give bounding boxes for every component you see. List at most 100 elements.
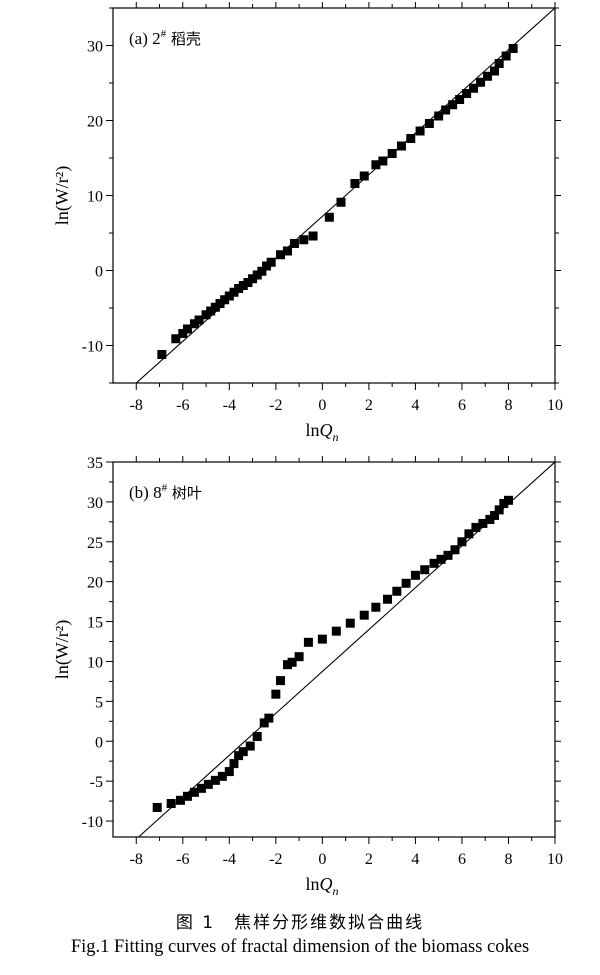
panel-b-data-point: [294, 652, 304, 662]
panel-a-data-point: [434, 111, 444, 121]
panel-b-data-point: [383, 594, 393, 604]
panel-a-data-point: [371, 160, 381, 170]
panel-a-data-point: [215, 299, 225, 308]
panel-b-data-point: [210, 775, 220, 785]
panel-b-data-point: [245, 741, 255, 751]
panel-a-data-point: [201, 310, 211, 320]
panel-b-data-point: [196, 783, 206, 793]
panel-b-data-point: [182, 791, 192, 801]
panel-a-x-tick-label: 8: [504, 397, 512, 414]
panel-a-x-tick-label: 6: [458, 397, 466, 414]
panel-b-x-tick-label: 10: [547, 851, 563, 868]
panel-b-y-tick-label: -5: [90, 774, 103, 791]
panel-b-data-point: [264, 713, 274, 723]
panel-b-data-point: [359, 610, 369, 620]
panel-b-x-tick-label: -8: [130, 851, 143, 868]
panel-b-data-point: [499, 498, 509, 508]
panel-b-data-point: [371, 602, 381, 612]
panel-a-data-point: [234, 284, 244, 293]
panel-a-data-point: [359, 171, 369, 181]
panel-a-x-tick-label: 4: [411, 397, 419, 414]
panel-a-y-axis-title: ln(W/r²): [52, 166, 73, 225]
panel-b-data-point: [238, 747, 248, 757]
panel-a-x-tick-label: 0: [318, 397, 326, 414]
panel-b-data-point: [259, 718, 269, 728]
panel-b-y-axis-title: ln(W/r²): [52, 620, 73, 679]
panel-a-x-tick-label: -8: [130, 397, 143, 414]
panel-b-x-tick-label: 2: [365, 851, 373, 868]
panel-b-y-tick-label: 20: [87, 575, 103, 592]
panel-b-data-point: [345, 618, 355, 628]
panel-a-data-point: [462, 89, 472, 98]
figure-caption-chinese: 图 1 焦样分形维数拟合曲线: [175, 913, 425, 933]
panel-a-data-point: [171, 334, 181, 344]
panel-a-fit-line: [135, 8, 555, 383]
panel-b-y-tick-label: 0: [95, 734, 103, 751]
panel-b-x-tick-label: 4: [411, 851, 419, 868]
panel-b-data-point: [490, 510, 500, 520]
panel-b-data-point: [410, 570, 420, 580]
panel-a-data-point: [336, 197, 346, 207]
panel-a-y-tick-label: -10: [82, 339, 103, 356]
panel-a-x-tick-label: -2: [269, 397, 282, 414]
panel-a: -8 -6 -4 -2 0 2 4 6 8 10 -10 0 10 20 30 (a) 2# 稻壳 lnQn ln…: [52, 2, 563, 444]
panel-b-x-tick-label: -2: [269, 851, 282, 868]
panel-a-data-point: [508, 44, 518, 53]
panel-a-data-point: [396, 141, 406, 151]
panel-b-data-point: [234, 751, 244, 761]
panel-a-x-axis-title: lnQn: [305, 420, 338, 444]
panel-a-data-point: [243, 278, 253, 287]
panel-a-data-point: [257, 266, 267, 276]
panel-b-x-tick-label: -4: [223, 851, 236, 868]
panel-b-x-axis-title: lnQn: [305, 874, 338, 898]
panel-b-data-point: [282, 660, 292, 670]
panel-b-data-point: [331, 626, 341, 636]
panel-a-plot-frame: [112, 7, 556, 384]
panel-a-data-point: [406, 134, 416, 143]
panel-a-data-point: [224, 291, 234, 301]
panel-b-x-tick-label: 8: [504, 851, 512, 868]
panel-a-x-tick-label: -6: [176, 397, 189, 414]
panel-b-data-point: [485, 514, 495, 524]
panel-a-data-point: [324, 212, 334, 222]
panel-a-data-point: [248, 274, 258, 284]
panel-a-data-point: [308, 231, 318, 241]
panel-b-data-point: [166, 798, 176, 808]
panel-a-data-point: [387, 149, 397, 158]
panel-b-y-tick-label: 35: [87, 455, 103, 472]
panel-b-data-point: [152, 802, 162, 812]
panel-b-data-point: [175, 795, 185, 805]
panel-b-data-point: [471, 522, 481, 532]
panel-a-data-point: [220, 295, 230, 305]
panel-a-data-point: [415, 126, 425, 136]
panel-a-data-point: [189, 319, 199, 329]
panel-a-data-point: [266, 257, 276, 267]
panel-b-y-tick-label: 5: [95, 694, 103, 711]
panel-a-data-point: [157, 350, 167, 359]
panel-a-data-point: [424, 119, 434, 128]
panel-a-data-point: [238, 281, 248, 290]
panel-a-data-point: [229, 287, 239, 297]
panel-a-data-point: [483, 71, 493, 81]
panel-b-data-point: [317, 634, 327, 644]
figure-caption-english: Fig.1 Fitting curves of fractal dimensio…: [70, 937, 530, 957]
panel-a-data-point: [282, 246, 292, 256]
panel-b-data-point: [271, 689, 281, 699]
panel-a-data-point: [299, 235, 309, 245]
panel-b-data-point: [464, 529, 474, 539]
panel-b-y-tick-label: 15: [87, 615, 103, 632]
panel-a-x-tick-label: 2: [365, 397, 373, 414]
panel-b-panel-label: (b) 8# 树叶: [129, 482, 202, 502]
panel-b-data-point: [224, 767, 234, 777]
panel-b: -8 -6 -4 -2 0 2 4 6 8 10 -10 -5 0 5 10 15 20 25 30 35 (b) 8#…: [52, 455, 563, 898]
panel-a-data-point: [490, 66, 500, 76]
panel-b-data-point: [287, 657, 297, 667]
panel-b-data-point: [478, 518, 488, 528]
panel-a-data-point: [210, 302, 220, 312]
panel-a-y-tick-label: 10: [87, 189, 103, 206]
panel-b-data-point: [189, 787, 199, 797]
panel-a-data-point: [455, 95, 465, 104]
panel-b-data-point: [392, 586, 402, 596]
panel-a-data-point: [289, 239, 299, 248]
